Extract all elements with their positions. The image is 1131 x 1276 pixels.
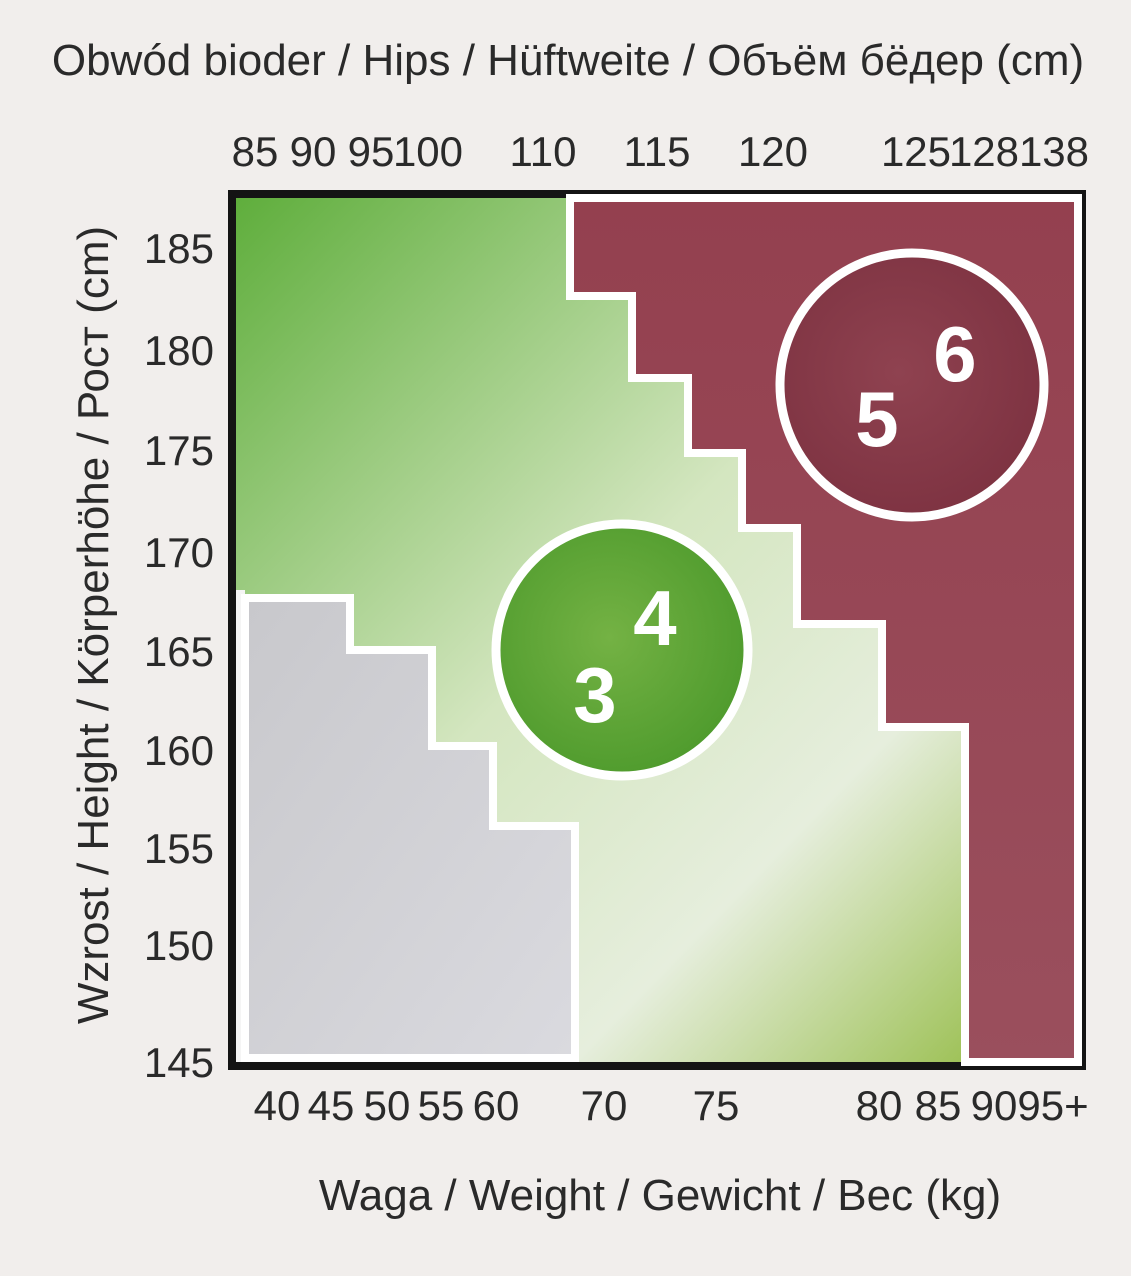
top-tick-label: 90 [290,128,337,175]
top-tick-label: 125 [881,128,951,175]
bottom-tick-label: 80 [856,1082,903,1129]
bottom-tick-label: 55 [418,1082,465,1129]
bottom-tick-label: 60 [473,1082,520,1129]
y-tick-label: 175 [144,427,214,474]
bottom-tick-label: 40 [254,1082,301,1129]
bottom-tick-label: 45 [308,1082,355,1129]
bottom-tick-label: 90 [971,1082,1018,1129]
size-4-label: 4 [633,574,676,662]
size-5-label: 5 [855,375,898,463]
y-tick-label: 150 [144,922,214,969]
y-tick-label: 155 [144,825,214,872]
y-tick-label: 160 [144,727,214,774]
zone-1-2-fill [241,594,579,1062]
top-axis-title: Obwód bioder / Hips / Hüftweite / Объём … [52,36,1084,85]
bottom-tick-label: 70 [581,1082,628,1129]
top-tick-label: 85 [232,128,279,175]
top-tick-label: 120 [738,128,808,175]
size-3-label: 3 [573,651,616,739]
y-tick-label: 170 [144,529,214,576]
bottom-tick-label: 75 [693,1082,740,1129]
top-tick-label: 100 [393,128,463,175]
size-3-4-circle [491,519,753,781]
bottom-tick-labels: 40 45 50 55 60 70 75 80 85 90 95+ [254,1082,1089,1129]
y-tick-label: 165 [144,628,214,675]
top-tick-label: 110 [510,128,577,175]
y-tick-labels: 185 180 175 170 165 160 155 150 145 [144,225,214,1086]
size-5-6-circle [775,248,1049,522]
top-tick-label: 128 [949,128,1019,175]
top-tick-label: 115 [624,128,691,175]
y-tick-label: 145 [144,1039,214,1086]
bottom-tick-label: 95+ [1017,1082,1088,1129]
size-6-label: 6 [933,310,976,398]
y-axis-title: Wzrost / Height / Körperhöhe / Рост (cm) [69,226,118,1024]
y-tick-label: 180 [144,327,214,374]
x-axis-title: Waga / Weight / Gewicht / Вес (kg) [319,1171,1001,1220]
bottom-tick-label: 50 [364,1082,411,1129]
bottom-tick-label: 85 [915,1082,962,1129]
y-tick-label: 185 [144,225,214,272]
top-tick-label: 95 [348,128,395,175]
top-tick-label: 138 [1019,128,1089,175]
